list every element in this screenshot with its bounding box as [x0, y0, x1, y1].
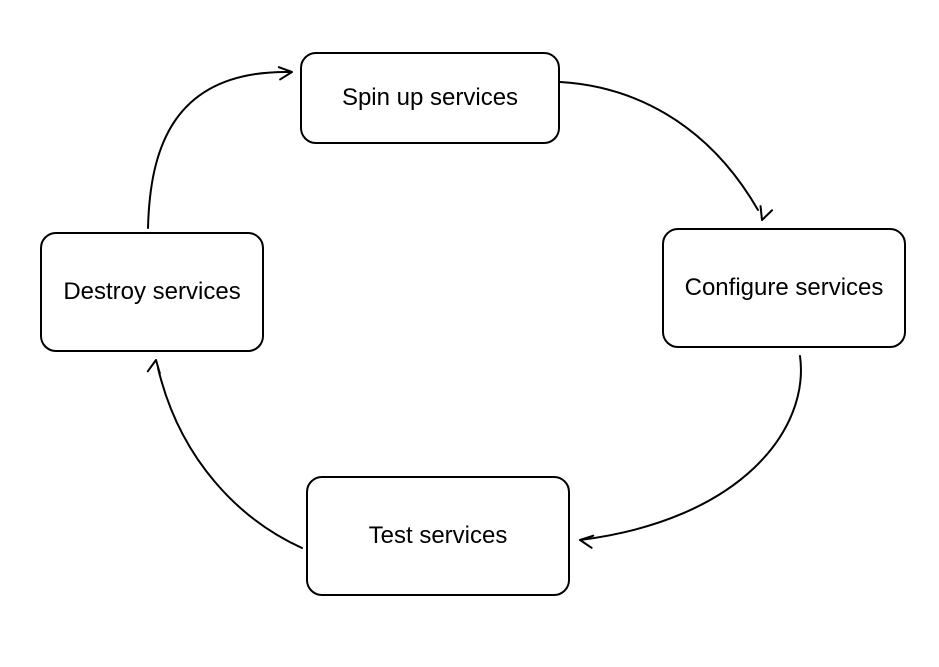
node-destroy-label: Destroy services	[55, 274, 248, 310]
arrowhead-destroy-to-spin	[279, 67, 292, 79]
node-configure-label: Configure services	[677, 270, 892, 306]
edge-destroy-to-spin	[148, 72, 290, 228]
edge-configure-to-test	[580, 356, 801, 540]
node-destroy: Destroy services	[40, 232, 264, 352]
node-configure: Configure services	[662, 228, 906, 348]
edge-spin-to-configure	[560, 82, 758, 210]
arrowhead-test-to-destroy	[148, 360, 160, 373]
arrowhead-spin-to-configure	[761, 206, 773, 220]
node-test-label: Test services	[361, 518, 516, 554]
node-test: Test services	[306, 476, 570, 596]
flowchart-cycle: Spin up services Configure services Test s…	[0, 0, 939, 667]
edge-test-to-destroy	[158, 368, 302, 548]
node-spin: Spin up services	[300, 52, 560, 144]
arrowhead-configure-to-test	[580, 536, 593, 548]
node-spin-label: Spin up services	[334, 80, 526, 116]
